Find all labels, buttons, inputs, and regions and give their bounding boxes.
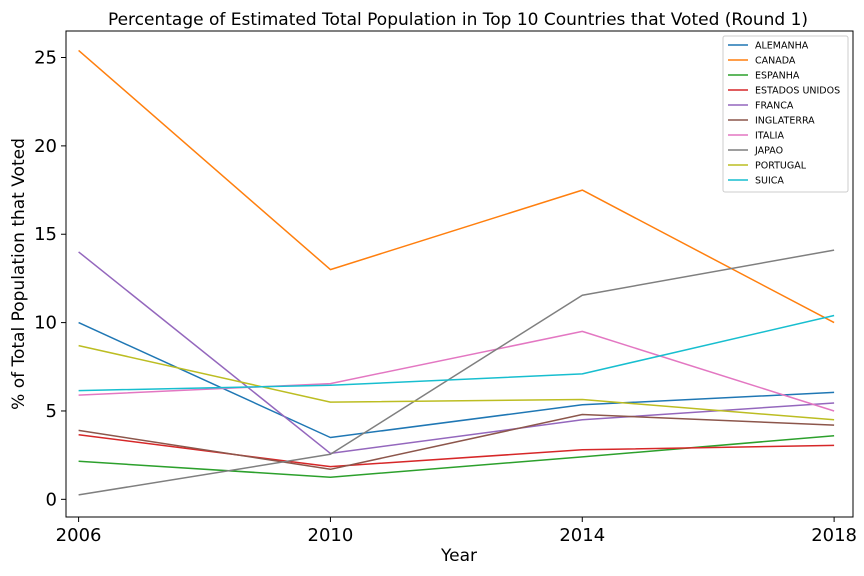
x-tick-label: 2018	[811, 525, 857, 546]
legend-label: INGLATERRA	[755, 116, 815, 127]
y-tick-label: 10	[34, 313, 57, 334]
legend-label: SUICA	[755, 176, 784, 187]
series-line-suica	[78, 314, 835, 392]
legend-label: ALEMANHA	[755, 41, 809, 52]
x-tick-label: 2014	[559, 525, 605, 546]
legend-box	[722, 35, 849, 193]
y-axis-label: % of Total Population that Voted	[9, 138, 29, 410]
series-line-estados-unidos	[78, 434, 835, 468]
legend-label: FRANCA	[755, 101, 794, 112]
series-line-alemanha	[78, 321, 835, 439]
series-line-japao	[78, 249, 835, 496]
plot-frame	[65, 30, 854, 518]
x-tick-label: 2010	[308, 525, 354, 546]
y-tick-label: 5	[46, 401, 57, 422]
y-tick-label: 15	[34, 224, 57, 245]
legend-label: ESPANHA	[755, 71, 800, 82]
legend-label: ESTADOS UNIDOS	[755, 86, 840, 97]
series-line-espanha	[78, 434, 835, 478]
x-axis-ticks: 2006 2010 2014 2018	[56, 517, 857, 546]
series-line-canada	[78, 49, 835, 324]
legend-label: PORTUGAL	[755, 161, 807, 172]
x-tick-label: 2006	[56, 525, 102, 546]
legend-label: CANADA	[755, 56, 796, 67]
legend: ALEMANHA CANADA ESPANHA ESTADOS UNIDOS FRANC…	[722, 35, 849, 193]
y-tick-label: 0	[46, 489, 57, 510]
x-axis-label: Year	[440, 546, 477, 566]
series-line-portugal	[78, 344, 835, 421]
series-line-franca	[78, 251, 835, 455]
plot-lines	[78, 49, 835, 496]
legend-label: JAPAO	[754, 146, 783, 157]
series-line-italia	[78, 330, 835, 412]
series-line-inglaterra	[78, 413, 835, 471]
legend-label: ITALIA	[755, 131, 784, 142]
chart-title: Percentage of Estimated Total Population…	[108, 10, 808, 30]
y-axis-ticks: 0 5 10 15 20 25	[34, 48, 66, 510]
y-tick-label: 25	[34, 48, 57, 69]
y-tick-label: 20	[34, 136, 57, 157]
